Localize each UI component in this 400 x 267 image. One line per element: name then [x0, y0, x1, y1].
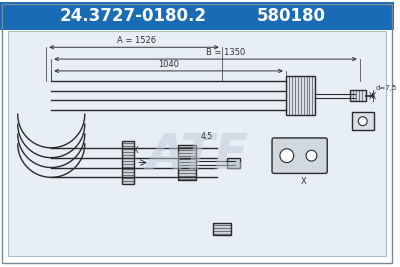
Text: X: X	[133, 146, 139, 155]
Bar	[122, 141, 134, 184]
Text: 4,5: 4,5	[201, 132, 213, 141]
Bar	[0, 2, 394, 30]
Bar	[286, 76, 316, 115]
Circle shape	[280, 149, 294, 163]
Bar	[350, 90, 366, 101]
Text: X: X	[301, 177, 306, 186]
Text: 24.3727-0180.2: 24.3727-0180.2	[60, 7, 206, 25]
Circle shape	[358, 117, 367, 125]
Bar	[352, 112, 374, 130]
Text: ATE: ATE	[146, 131, 248, 179]
Text: A = 1526: A = 1526	[117, 36, 156, 45]
Text: 580180: 580180	[256, 7, 325, 25]
Bar	[213, 223, 231, 234]
Bar	[178, 145, 196, 180]
Bar	[227, 158, 240, 167]
Text: 1040: 1040	[158, 60, 179, 69]
Circle shape	[306, 150, 317, 161]
Text: B = 1350: B = 1350	[206, 48, 245, 57]
Text: d=7,5: d=7,5	[376, 85, 397, 91]
Bar	[8, 32, 386, 256]
FancyBboxPatch shape	[272, 138, 327, 174]
